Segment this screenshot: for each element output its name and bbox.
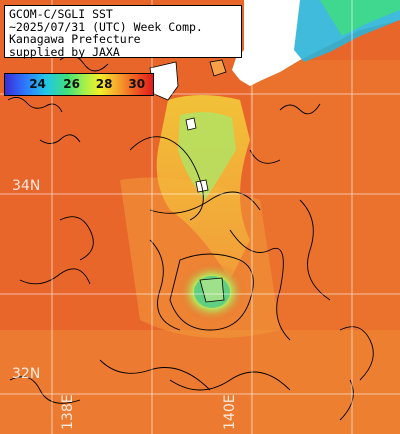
cool-coastal-band-inner (320, 0, 400, 36)
land-islet-1 (209, 59, 227, 77)
sst-colorbar: 24 26 28 30 (4, 73, 154, 96)
longitude-label-140e: 140E (222, 394, 238, 430)
sst-contours (7, 55, 374, 421)
colorbar-gradient (5, 74, 153, 95)
land-islet-4 (199, 277, 225, 303)
title-box: GCOM-C/SGLI SST ~2025/07/31 (UTC) Week C… (4, 5, 242, 58)
land-islet-2 (185, 117, 197, 131)
longitude-label-138e: 138E (60, 394, 76, 430)
colorbar-tick-28: 28 (95, 77, 113, 91)
latitude-label-34n: 34N (12, 178, 41, 194)
sea-south-band (0, 330, 400, 434)
colorbar-tick-26: 26 (63, 77, 80, 91)
colorbar-tick-30: 30 (128, 77, 146, 91)
latitude-label-32n: 32N (12, 366, 41, 382)
title-line-3: Kanagawa Prefecture (9, 32, 141, 46)
colorbar-tick-24: 24 (29, 77, 46, 91)
bay-cool-water (178, 112, 236, 200)
title-line-4: supplied by JAXA (9, 44, 120, 59)
title-line-1: GCOM-C/SGLI SST (9, 7, 113, 21)
title-line-2: ~2025/07/31 (UTC) Week Comp. (9, 19, 203, 34)
